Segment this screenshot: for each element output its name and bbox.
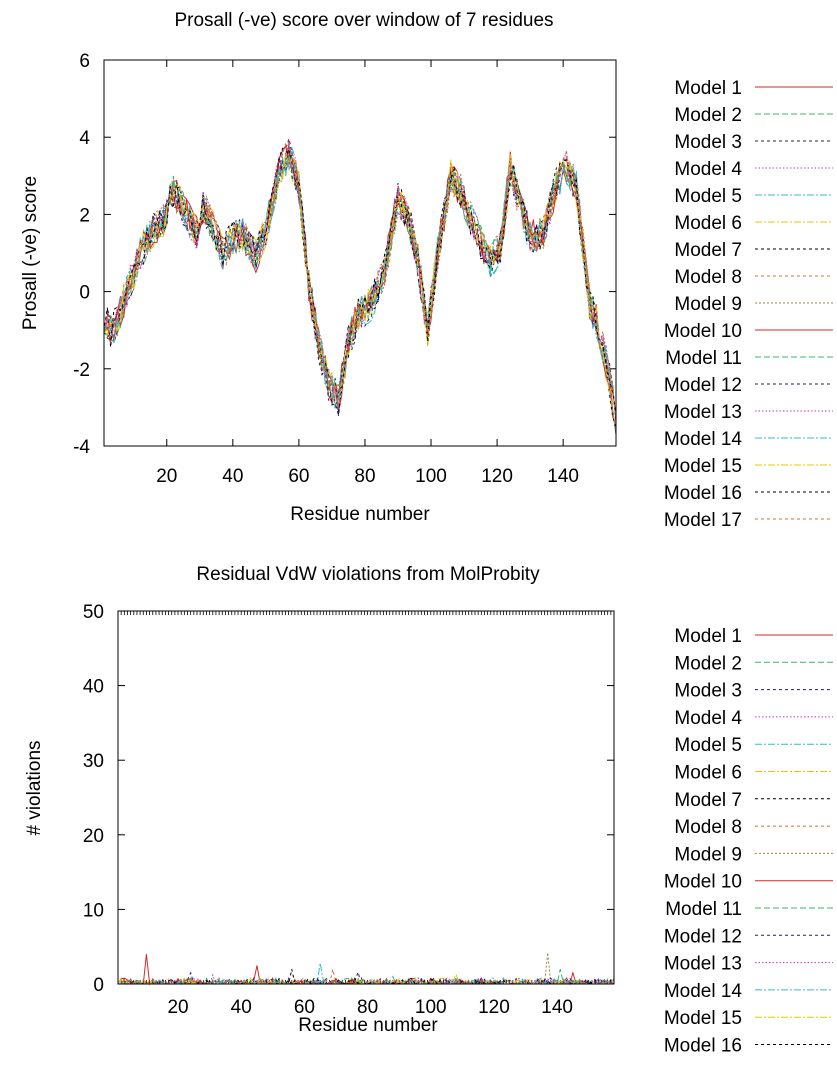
chart1-legend-label: Model 8 [674, 267, 742, 288]
chart2-legend-label: Model 8 [674, 817, 742, 838]
chart2-ytick-label: 0 [93, 975, 104, 996]
chart1-legend: Model 1 Model 2 Model 3 Model 4 Model 5 Model… [664, 78, 833, 531]
chart2-legend-label: Model 4 [674, 708, 742, 729]
chart1-series-line [103, 146, 617, 427]
chart1-title: Prosall (-ve) score over window of 7 res… [174, 10, 553, 31]
vdw-violations-chart: Residual VdW violations from MolProbity … [24, 564, 833, 1057]
chart2-series-lines [117, 952, 615, 986]
chart1-series-line [103, 148, 617, 420]
chart1-legend-label: Model 3 [674, 132, 742, 153]
chart1-ytick-label: -4 [73, 437, 90, 458]
chart1-legend-label: Model 1 [674, 78, 742, 99]
chart2-ytick-label: 40 [83, 677, 104, 698]
chart2-legend-label: Model 3 [674, 681, 742, 702]
chart2-legend-label: Model 1 [674, 626, 742, 647]
chart2-plot-frame [117, 610, 615, 985]
chart1-xtick-label: 60 [288, 466, 309, 487]
chart1-ticks: 20 40 60 80 100 120 140 -4 -2 0 2 4 6 [73, 51, 616, 487]
chart2-xtick-label: 140 [541, 997, 573, 1018]
chart1-legend-label: Model 2 [674, 105, 742, 126]
chart2-legend-label: Model 7 [674, 790, 742, 811]
chart2-legend-label: Model 2 [674, 653, 742, 674]
chart2-xtick-label: 120 [478, 997, 510, 1018]
chart1-legend-label: Model 17 [664, 510, 742, 531]
chart2-title: Residual VdW violations from MolProbity [196, 564, 540, 585]
chart2-legend-label: Model 10 [664, 872, 742, 893]
chart1-legend-label: Model 10 [664, 321, 742, 342]
chart1-series-lines [103, 136, 617, 435]
chart1-series-line [103, 142, 617, 431]
chart2-ytick-label: 30 [83, 751, 104, 772]
chart1-legend-label: Model 11 [665, 348, 742, 369]
chart2-ticks: 20 40 60 80 100 120 140 0 10 20 30 40 50 [83, 602, 615, 1018]
chart2-series-line [117, 968, 614, 985]
chart2-xtick-label: 20 [167, 997, 188, 1018]
chart1-xtick-label: 120 [481, 466, 513, 487]
chart1-legend-label: Model 6 [674, 213, 742, 234]
chart2-xlabel: Residue number [298, 1015, 438, 1036]
chart1-legend-label: Model 16 [664, 483, 742, 504]
chart1-xtick-label: 40 [222, 466, 243, 487]
chart1-xtick-label: 20 [156, 466, 177, 487]
chart1-xtick-label: 80 [354, 466, 375, 487]
chart1-xtick-label: 140 [547, 466, 579, 487]
chart2-legend-label: Model 5 [674, 735, 742, 756]
prosall-score-chart: Prosall (-ve) score over window of 7 res… [20, 10, 833, 531]
chart1-ytick-label: 4 [79, 128, 90, 149]
chart1-ytick-label: 6 [79, 51, 90, 72]
chart1-series-line [103, 143, 617, 414]
chart1-ytick-label: -2 [73, 360, 90, 381]
chart1-xtick-label: 100 [415, 466, 447, 487]
chart1-legend-label: Model 5 [674, 186, 742, 207]
chart1-series-line [103, 158, 617, 418]
chart2-legend-label: Model 6 [674, 763, 742, 784]
chart1-xlabel: Residue number [290, 504, 430, 525]
chart1-series-line [103, 141, 617, 419]
chart2-ytick-label: 20 [83, 826, 104, 847]
chart2-xtick-label: 100 [415, 997, 447, 1018]
chart1-series-line [103, 153, 617, 429]
chart1-ytick-label: 2 [79, 205, 90, 226]
chart2-legend-label: Model 12 [664, 926, 742, 947]
chart2-ytick-label: 10 [83, 900, 104, 921]
chart1-ytick-label: 0 [79, 283, 90, 304]
chart1-legend-label: Model 15 [664, 456, 742, 477]
chart1-series-line [103, 136, 617, 433]
chart2-ytick-label: 50 [83, 602, 104, 623]
chart2-legend: Model 1 Model 2 Model 3 Model 4 Model 5 Model… [664, 626, 833, 1057]
chart1-legend-label: Model 12 [664, 375, 742, 396]
chart2-xtick-label: 80 [357, 997, 378, 1018]
chart2-legend-label: Model 15 [664, 1008, 742, 1029]
chart2-xtick-label: 40 [231, 997, 252, 1018]
chart1-legend-label: Model 4 [674, 159, 742, 180]
chart2-ylabel: # violations [24, 740, 45, 835]
chart2-legend-label: Model 9 [674, 844, 742, 865]
chart2-legend-label: Model 13 [664, 954, 742, 975]
chart2-legend-label: Model 16 [664, 1036, 742, 1057]
chart1-legend-label: Model 13 [664, 402, 742, 423]
chart1-legend-label: Model 14 [664, 429, 743, 450]
chart1-series-line [103, 147, 617, 415]
chart2-xtick-label: 60 [294, 997, 315, 1018]
chart1-series-line [103, 139, 617, 426]
chart1-plot-frame [103, 59, 617, 447]
chart1-ylabel: Prosall (-ve) score [20, 176, 41, 330]
chart1-legend-label: Model 9 [674, 294, 742, 315]
chart1-legend-label: Model 7 [674, 240, 742, 261]
chart2-legend-label: Model 14 [664, 981, 743, 1002]
chart1-series-line [103, 143, 617, 434]
chart2-legend-label: Model 11 [665, 899, 742, 920]
